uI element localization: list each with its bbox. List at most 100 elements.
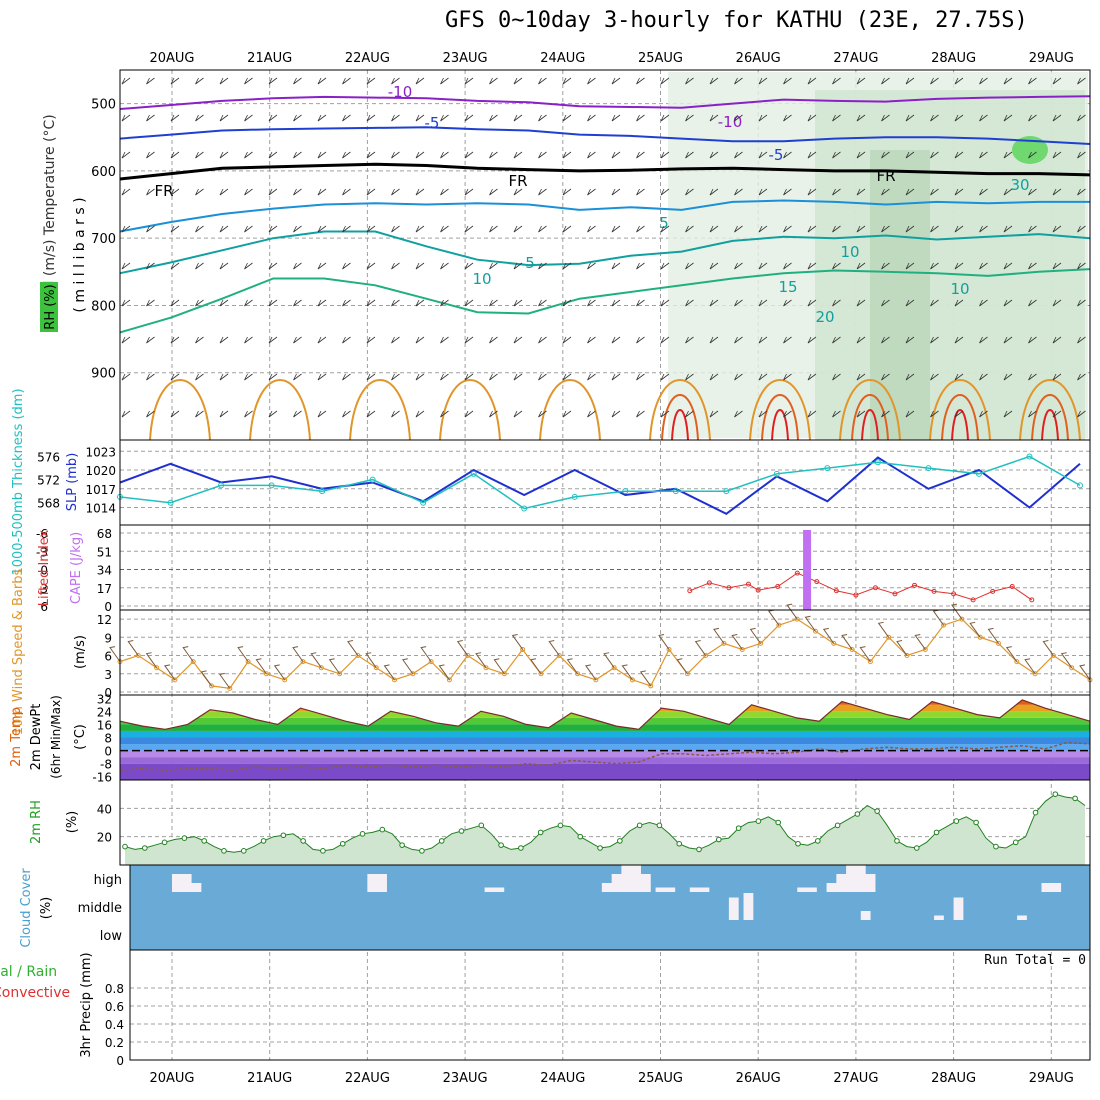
wind-barb [538,188,547,196]
wind-barb [1052,373,1062,381]
wind-barb [219,225,229,233]
wind-barb [954,336,964,344]
wind-barb [538,373,547,381]
rh-tick-label: 40 [97,802,112,816]
t2m-band [120,744,1090,751]
t2m-band [120,763,1090,780]
precip-ylabel: 3hr Precip (mm) [79,952,94,1057]
rh-ylabel: 2m RH [29,800,44,844]
wind-speed-marker [410,671,416,677]
wind-barb [170,225,180,233]
wind-barb [734,151,743,159]
rh-marker [597,845,603,851]
wind-barb [366,225,376,233]
wind-barb [366,262,376,270]
wind-barb [562,410,572,418]
precip-tick-label: 0.4 [105,1018,124,1032]
wind-barb [1052,299,1062,307]
wind-barb [1077,225,1086,233]
wind-barb [758,151,768,159]
wind-barb [660,114,670,122]
wind-barb [317,225,327,233]
chart-title: GFS 0~10day 3-hourly for KATHU (23E, 27.… [445,8,1028,33]
wind-barb [1052,151,1062,159]
wind-barb [1003,373,1013,381]
wind-barb-10m [530,658,542,675]
wind-barb [709,114,719,122]
wind-barb [685,373,694,381]
wind-barb [1028,188,1037,196]
upper-ylabel: Wind (m/s) Temperature (°C) [42,114,58,316]
li-tick-label: -6 [36,527,48,541]
contour-label: -10 [718,113,743,131]
wind-barb [391,151,400,159]
wind-barb [170,77,180,85]
lifted-index-marker [1029,597,1035,603]
wind-barb [587,77,596,85]
wind-speed-marker [1032,671,1038,677]
wind-barb [366,373,376,381]
wind-barb [317,336,327,344]
wind-barb-10m [237,646,249,662]
wind-barb [856,262,866,270]
wind-barb [440,225,449,233]
wind-barb [268,336,278,344]
pressure-tick-label: 700 [91,232,116,247]
wind-barb-10m [951,603,963,620]
wind-barb [415,373,425,381]
day-label-top: 21AUG [247,51,292,66]
wind-barb [219,188,229,196]
wind-tick-label: 12 [97,613,112,627]
wind-barb [146,114,155,122]
t2m-band [120,724,1090,731]
wind-barb [244,373,253,381]
wind-barb [415,262,425,270]
rh-marker [953,818,960,824]
thickness-tick-label: 572 [37,474,60,488]
wind-barb [832,188,841,196]
wind-barb [464,410,474,418]
wind-barb [366,336,376,344]
cloud-middle-bar [860,911,871,920]
wind-barb [391,410,400,418]
panel-frame-wind [119,609,1091,696]
wind-barb [121,410,131,418]
wind-barb [317,373,327,381]
wind-barb [1028,336,1037,344]
rh-marker [894,838,900,844]
wind-barb [219,299,229,307]
wind-units: (m/s) [73,635,88,669]
wind-barb [342,373,351,381]
wind-barb [244,188,253,196]
axes: 20AUG 20AUG 21AUG 21AUG 22AUG 22AUG 23AUG 23AUG… [0,51,1091,1086]
wind-barb [513,299,523,307]
wind-barb [1003,299,1013,307]
wind-speed-marker [758,640,764,646]
rh-marker [656,822,663,829]
wind-barb [734,114,743,122]
wind-barb [440,114,449,122]
contour-label: 30 [1010,176,1029,194]
wind-barb [954,410,964,418]
cloud-tick-label: middle [78,901,122,916]
lifted-index-line [689,572,1033,601]
wind-speed-marker [318,665,324,671]
lifted-index-marker [990,588,996,594]
wind-barb [783,373,792,381]
wind-barb [783,151,792,159]
wind-barb [734,410,743,418]
wind-ylabel: 10m Wind Speed & Barbs [11,569,26,736]
rh-marker [913,845,920,851]
isotherm-line [119,95,1091,110]
wind-barb [832,225,841,233]
rh-marker [201,838,207,844]
isotherm-warm [661,394,699,441]
lifted-index-marker [726,585,732,591]
day-label-bottom: 28AUG [931,1071,976,1086]
lifted-index-marker [872,585,878,591]
wind-barb [121,373,131,381]
wind-barb [1077,373,1086,381]
wind-barb [170,114,180,122]
wind-barb [881,336,890,344]
wind-barb [513,373,523,381]
